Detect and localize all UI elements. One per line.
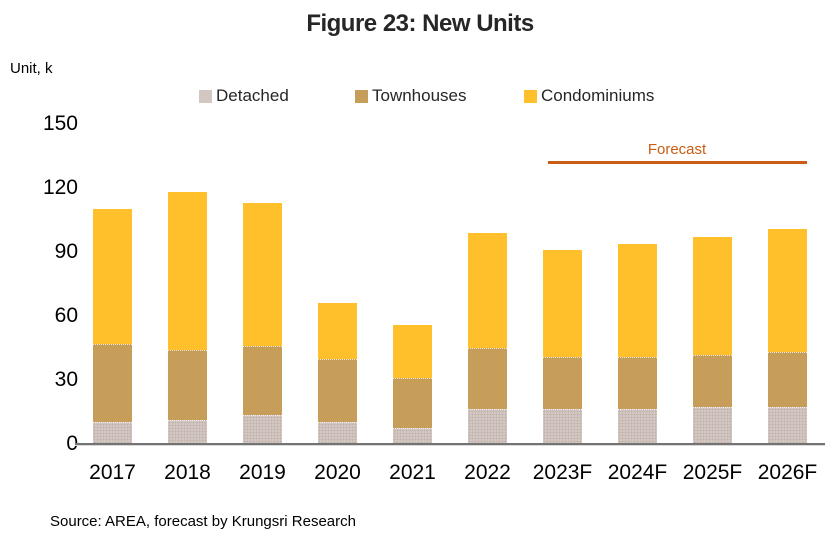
bar-segment-detached bbox=[693, 406, 732, 444]
bar-segment-townhouses bbox=[93, 343, 132, 422]
legend-item-townhouses: Townhouses bbox=[355, 86, 467, 106]
bar-segment-condominiums bbox=[618, 243, 657, 357]
bar-segment-condominiums bbox=[243, 203, 282, 347]
bar-2022 bbox=[468, 232, 507, 444]
bar-segment-townhouses bbox=[168, 350, 207, 420]
bar-segment-townhouses bbox=[693, 354, 732, 407]
bar-segment-detached bbox=[168, 419, 207, 444]
x-tick-label: 2026F bbox=[757, 461, 818, 484]
bar-segment-townhouses bbox=[393, 378, 432, 429]
townhouses-swatch-icon bbox=[355, 89, 368, 103]
page-title: Figure 23: New Units bbox=[306, 10, 534, 37]
x-tick-label: 2023F bbox=[532, 461, 593, 484]
bar-segment-detached bbox=[543, 408, 582, 444]
forecast-label: Forecast bbox=[647, 141, 707, 158]
bar-segment-townhouses bbox=[768, 352, 807, 407]
bar-segment-condominiums bbox=[468, 232, 507, 349]
x-axis-line bbox=[75, 443, 825, 445]
bar-segment-detached bbox=[768, 406, 807, 444]
bar-2023F bbox=[543, 250, 582, 444]
x-tick-label: 2020 bbox=[314, 461, 361, 484]
x-tick-label: 2024F bbox=[607, 461, 668, 484]
x-tick-label: 2025F bbox=[682, 461, 743, 484]
y-tick-label: 60 bbox=[54, 304, 78, 327]
x-tick-label: 2021 bbox=[389, 461, 436, 484]
bar-segment-condominiums bbox=[318, 303, 357, 359]
y-tick-label: 150 bbox=[42, 112, 78, 135]
x-tick-label: 2022 bbox=[464, 461, 511, 484]
y-axis-unit-label: Unit, k bbox=[10, 60, 53, 77]
y-tick-label: 0 bbox=[66, 432, 78, 455]
bar-segment-detached bbox=[618, 408, 657, 444]
bar-segment-detached bbox=[243, 415, 282, 444]
legend-item-detached: Detached bbox=[199, 86, 289, 106]
bar-2024F bbox=[618, 243, 657, 444]
bar-segment-townhouses bbox=[318, 358, 357, 422]
detached-swatch-icon bbox=[199, 89, 212, 103]
bar-2018 bbox=[168, 192, 207, 444]
bar-2025F bbox=[693, 237, 732, 444]
bar-segment-townhouses bbox=[618, 356, 657, 409]
bar-segment-condominiums bbox=[93, 209, 132, 344]
bar-2017 bbox=[93, 209, 132, 444]
bar-segment-condominiums bbox=[168, 192, 207, 351]
legend-item-condominiums: Condominiums bbox=[524, 86, 654, 106]
condominiums-swatch-icon bbox=[524, 89, 537, 103]
bar-2021 bbox=[393, 324, 432, 444]
y-tick-label: 120 bbox=[42, 176, 78, 199]
y-tick-label: 30 bbox=[54, 368, 78, 391]
legend-label: Detached bbox=[216, 86, 289, 105]
bar-segment-condominiums bbox=[543, 250, 582, 357]
bar-segment-condominiums bbox=[768, 228, 807, 353]
bar-segment-detached bbox=[393, 428, 432, 444]
bar-segment-townhouses bbox=[543, 356, 582, 409]
bar-segment-townhouses bbox=[243, 346, 282, 416]
x-tick-label: 2017 bbox=[89, 461, 136, 484]
bar-segment-detached bbox=[318, 421, 357, 444]
source-note: Source: AREA, forecast by Krungsri Resea… bbox=[50, 513, 356, 530]
bar-segment-condominiums bbox=[393, 324, 432, 379]
x-tick-label: 2019 bbox=[239, 461, 286, 484]
bar-segment-townhouses bbox=[468, 348, 507, 409]
bar-2019 bbox=[243, 203, 282, 444]
bar-2020 bbox=[318, 303, 357, 444]
forecast-line bbox=[548, 161, 807, 164]
bar-segment-detached bbox=[468, 408, 507, 444]
bar-segment-detached bbox=[93, 421, 132, 444]
legend-label: Townhouses bbox=[372, 86, 467, 105]
y-tick-label: 90 bbox=[54, 240, 78, 263]
legend-label: Condominiums bbox=[541, 86, 655, 105]
bar-segment-condominiums bbox=[693, 237, 732, 355]
bar-2026F bbox=[768, 228, 807, 444]
x-tick-label: 2018 bbox=[164, 461, 211, 484]
